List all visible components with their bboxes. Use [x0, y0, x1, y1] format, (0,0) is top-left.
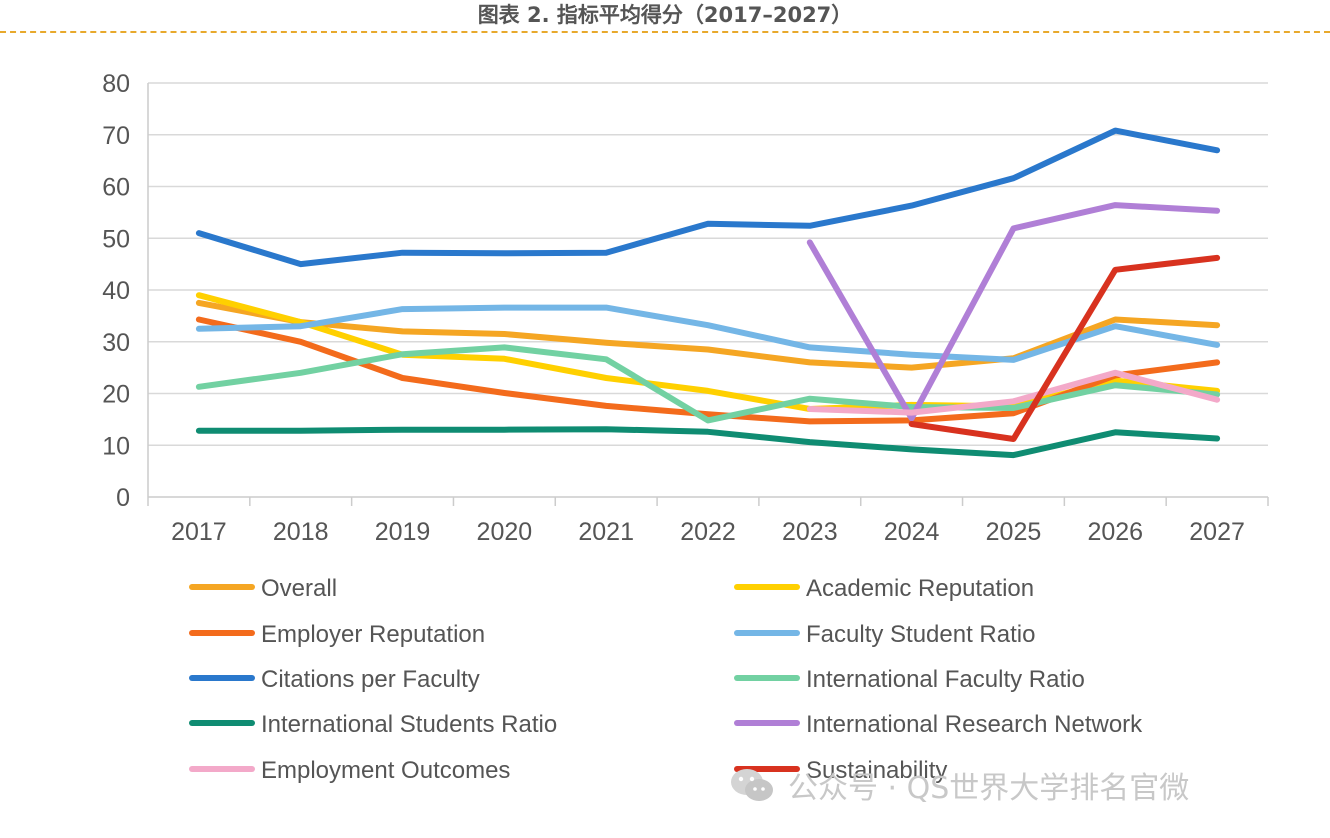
x-tick-label: 2019 — [375, 518, 431, 546]
legend-label: Citations per Faculty — [261, 666, 480, 693]
y-tick-label: 10 — [102, 432, 130, 460]
legend-label: Faculty Student Ratio — [806, 621, 1035, 648]
legend-label: International Students Ratio — [261, 711, 557, 738]
y-tick-label: 50 — [102, 225, 130, 253]
legend-label: Sustainability — [806, 757, 947, 784]
x-tick-label: 2023 — [782, 518, 838, 546]
legend-label: Academic Reputation — [806, 575, 1034, 602]
x-tick-label: 2021 — [578, 518, 634, 546]
watermark-text: 公众号 · QS世界大学排名官微 — [788, 771, 1190, 806]
series-line-employment-outcomes — [806, 369, 1221, 416]
wechat-icon — [731, 769, 773, 801]
legend-label: Employer Reputation — [261, 621, 485, 648]
x-tick-label: 2026 — [1087, 518, 1143, 546]
title-divider — [0, 31, 1330, 33]
x-tick-label: 2020 — [477, 518, 533, 546]
x-tick-label: 2025 — [986, 518, 1042, 546]
series-line-international-students-ratio — [195, 426, 1221, 459]
legend-label: Overall — [261, 575, 337, 602]
series-line-international-research-network — [806, 202, 1221, 422]
x-tick-label: 2017 — [171, 518, 227, 546]
series-line-international-faculty-ratio — [195, 344, 1221, 424]
x-tick-label: 2022 — [680, 518, 736, 546]
chart-title: 图表 2. 指标平均得分（2017–2027） — [477, 3, 853, 27]
series-line-citations-per-faculty — [195, 127, 1221, 268]
legend-label: International Research Network — [806, 711, 1143, 738]
x-tick-label: 2018 — [273, 518, 329, 546]
series-lines — [195, 127, 1221, 459]
legend-label: Employment Outcomes — [261, 757, 510, 784]
y-tick-label: 30 — [102, 329, 130, 357]
series-line-sustainability — [908, 254, 1221, 442]
legend: Overall Academic Reputation Employer Reput… — [189, 575, 1143, 784]
y-tick-label: 80 — [102, 70, 130, 98]
series-line-overall — [195, 299, 1221, 371]
watermark: 公众号 · QS世界大学排名官微 — [728, 763, 1189, 807]
x-tick-label: 2024 — [884, 518, 940, 546]
axes: 0 10 20 30 40 50 60 70 80 2017 2018 2019 2020 2021 202… — [102, 70, 1269, 546]
y-tick-label: 60 — [102, 174, 130, 202]
x-tick-label: 2027 — [1189, 518, 1245, 546]
y-tick-label: 70 — [102, 122, 130, 150]
series-line-employer-reputation — [195, 316, 1221, 425]
series-line-faculty-student-ratio — [195, 304, 1221, 363]
y-tick-label: 0 — [116, 484, 130, 512]
legend-label: International Faculty Ratio — [806, 666, 1085, 693]
y-tick-label: 40 — [102, 277, 130, 305]
y-tick-label: 20 — [102, 381, 130, 409]
